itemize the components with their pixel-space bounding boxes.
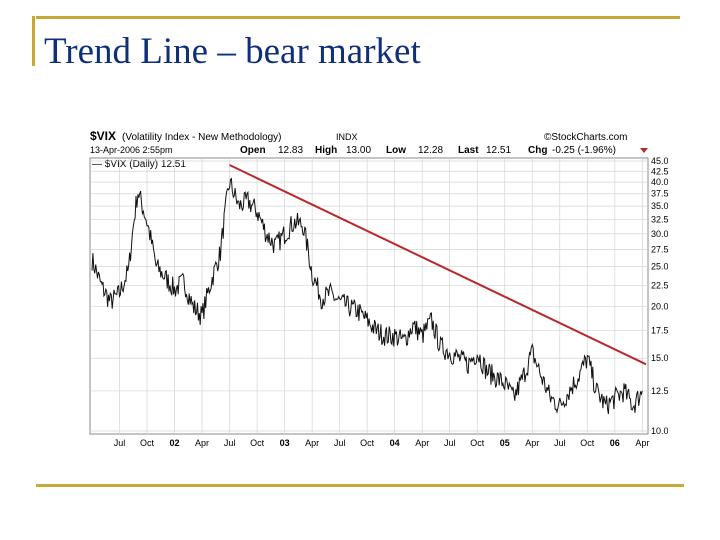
vix-chart: $VIX (Volatility Index - New Methodology… bbox=[89, 129, 668, 448]
x-tick-label: 04 bbox=[390, 438, 400, 448]
x-tick-label: Oct bbox=[140, 438, 155, 448]
x-tick-label: Jul bbox=[224, 438, 236, 448]
vix-price-line bbox=[91, 177, 643, 415]
x-tick-label: Jul bbox=[554, 438, 566, 448]
chart-description: (Volatility Index - New Methodology) bbox=[122, 132, 282, 143]
chart-date: 13-Apr-2006 2:55pm bbox=[90, 145, 173, 155]
x-tick-label: Apr bbox=[415, 438, 429, 448]
down-arrow-icon bbox=[640, 148, 648, 153]
x-tick-label: Oct bbox=[470, 438, 485, 448]
x-tick-label: 05 bbox=[500, 438, 510, 448]
y-tick-label: 37.5 bbox=[651, 189, 668, 199]
x-tick-label: Oct bbox=[360, 438, 375, 448]
y-tick-label: 22.5 bbox=[651, 280, 668, 290]
frame-top-rule bbox=[36, 16, 680, 19]
x-tick-label: 06 bbox=[610, 438, 620, 448]
x-tick-label: Jul bbox=[114, 438, 126, 448]
x-tick-label: Oct bbox=[580, 438, 595, 448]
y-tick-label: 17.5 bbox=[651, 326, 668, 336]
plot-area bbox=[89, 157, 649, 435]
trend-line bbox=[229, 164, 647, 366]
high-label: High bbox=[315, 145, 337, 156]
y-tick-label: 12.5 bbox=[651, 386, 668, 396]
slide-title: Trend Line – bear market bbox=[44, 31, 421, 72]
high-value: 13.00 bbox=[346, 145, 371, 156]
open-label: Open bbox=[240, 145, 266, 156]
y-tick-label: 40.0 bbox=[651, 177, 668, 187]
x-tick-label: Jul bbox=[444, 438, 456, 448]
chart-legend: — $VIX (Daily) 12.51 bbox=[92, 159, 186, 170]
chg-value: -0.25 (-1.96%) bbox=[552, 145, 616, 156]
y-tick-label: 45.0 bbox=[651, 156, 668, 166]
x-tick-label: 03 bbox=[280, 438, 290, 448]
chart-exchange: INDX bbox=[336, 132, 358, 142]
y-tick-labels: 45.042.540.0 37.5 35.0 32.5 30.0 27.5 25.0 22.5… bbox=[651, 156, 668, 436]
y-tick-label: 25.0 bbox=[651, 262, 668, 272]
y-tick-label: 10.0 bbox=[651, 426, 668, 436]
open-value: 12.83 bbox=[278, 145, 303, 156]
y-tick-label: 35.0 bbox=[651, 201, 668, 211]
chg-label: Chg bbox=[528, 145, 547, 156]
x-tick-label: Apr bbox=[525, 438, 539, 448]
y-tick-label: 27.5 bbox=[651, 244, 668, 254]
x-tick-label: 02 bbox=[170, 438, 180, 448]
y-tick-label: 20.0 bbox=[651, 302, 668, 312]
x-tick-label: Jul bbox=[334, 438, 346, 448]
x-tick-label: Oct bbox=[250, 438, 265, 448]
last-value: 12.51 bbox=[486, 145, 511, 156]
x-tick-label: Apr bbox=[305, 438, 319, 448]
last-label: Last bbox=[458, 145, 479, 156]
y-tick-label: 30.0 bbox=[651, 229, 668, 239]
x-tick-label: Apr bbox=[635, 438, 649, 448]
y-tick-label: 32.5 bbox=[651, 214, 668, 224]
frame-left-rule bbox=[32, 16, 35, 66]
chart-symbol: $VIX bbox=[90, 129, 116, 143]
low-value: 12.28 bbox=[418, 145, 443, 156]
y-tick-label: 42.5 bbox=[651, 166, 668, 176]
y-tick-label: 15.0 bbox=[651, 353, 668, 363]
grid-layer bbox=[90, 158, 648, 434]
low-label: Low bbox=[386, 145, 406, 156]
chart-source: ©StockCharts.com bbox=[544, 132, 628, 143]
x-tick-label: Apr bbox=[195, 438, 209, 448]
frame-bottom-rule bbox=[36, 484, 684, 487]
x-tick-labels: Jul Oct 02 Apr Jul Oct 03 Apr Jul Oct 04 Apr Jul Oct 0… bbox=[114, 438, 650, 448]
